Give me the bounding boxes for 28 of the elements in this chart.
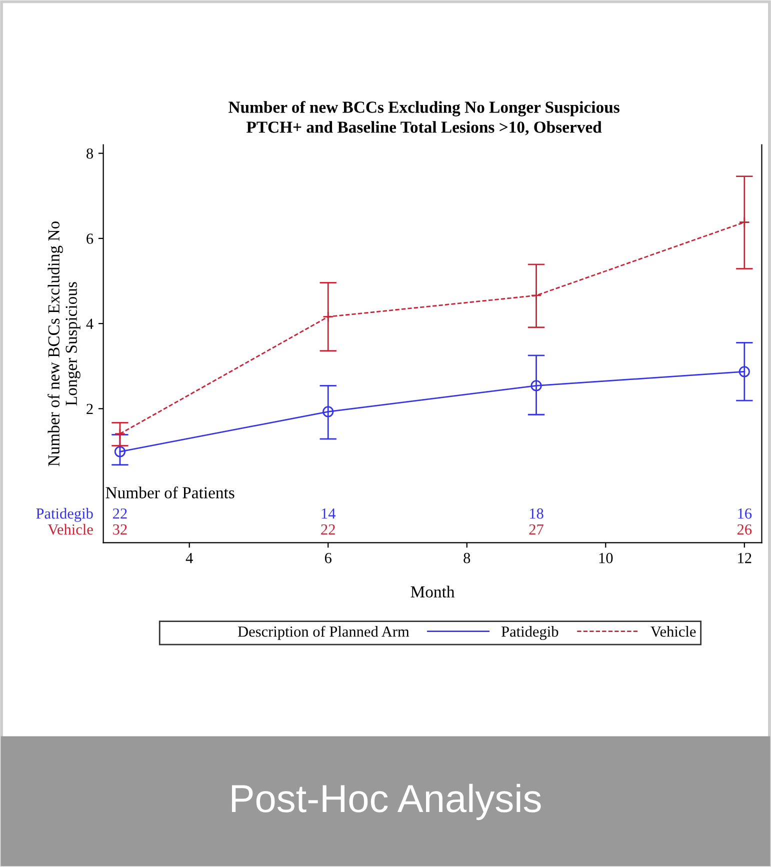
x-tick-label: 10 [599, 552, 613, 564]
text: Patidegib [36, 508, 93, 522]
annotation: 22 [113, 508, 127, 519]
legend-label: Vehicle [650, 626, 696, 637]
x-tick-label: 8 [464, 552, 470, 564]
annotation: 26 [737, 524, 752, 535]
y-axis-title: Number of new BCCs Excluding No Longer Suspicious [48, 222, 80, 466]
x-axis-title: Month [410, 586, 455, 598]
annotation: 27 [529, 524, 544, 534]
annotation: 18 [530, 508, 544, 519]
text: Post-Hoc Analysis [232, 784, 541, 820]
text: Vehicle [48, 524, 93, 535]
legend-label: Patidegib [501, 626, 558, 640]
chart-title: Number of new BCCs Excluding No Longer Suspicious [228, 100, 620, 116]
y-tick-label: 6 [86, 234, 94, 244]
x-tick-label: 4 [186, 553, 193, 564]
annotation: Number of Patients [106, 486, 234, 498]
y-tick-label: 4 [86, 318, 94, 329]
legend-title: Description of Planned Arm [238, 626, 410, 640]
x-tick-label: 12 [738, 552, 752, 564]
annotation: 22 [321, 524, 335, 534]
y-tick-label: 2 [86, 404, 93, 414]
annotation: 16 [738, 508, 752, 519]
chart-subtitle: PTCH+ and Baseline Total Lesions >10, Observed [246, 121, 602, 136]
annotation: 32 [113, 524, 127, 535]
x-tick-label: 6 [324, 552, 332, 564]
y-tick-label: 8 [86, 148, 94, 159]
annotation: 14 [322, 508, 336, 519]
